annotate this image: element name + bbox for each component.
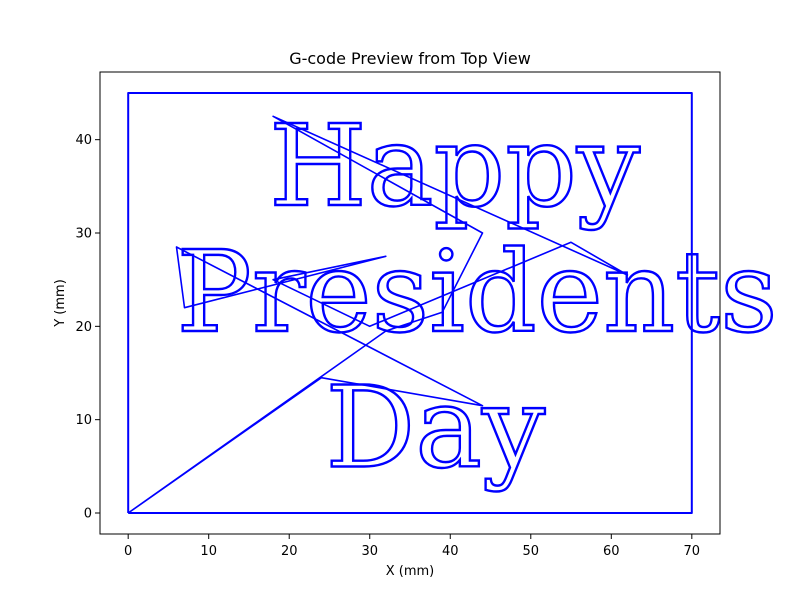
x-tick-label-40: 40: [442, 544, 459, 559]
x-tick-label-10: 10: [200, 544, 217, 559]
y-tick-label-20: 20: [75, 320, 92, 335]
text-path-day: Day: [325, 363, 545, 493]
x-tick-label-50: 50: [523, 544, 540, 559]
y-tick-label-0: 0: [84, 507, 92, 522]
series-border-line: [127, 92, 693, 514]
chart-title: G-code Preview from Top View: [289, 49, 531, 68]
x-tick-label-20: 20: [281, 544, 298, 559]
y-tick-label-30: 30: [75, 227, 92, 242]
axis-ticks: 0 10 20 30 40 50 60 70 0 10 20 30 40: [75, 133, 700, 559]
series-travel-line: [127, 115, 629, 514]
text-path-presidents: Presidents: [176, 228, 777, 358]
text-path-happy: Happy: [269, 102, 640, 232]
x-tick-label-0: 0: [124, 544, 132, 559]
axes-frame: [99, 71, 721, 535]
y-axis-label: Y (mm): [53, 279, 68, 328]
y-tick-label-10: 10: [75, 413, 92, 428]
y-tick-label-40: 40: [75, 133, 92, 148]
x-tick-label-30: 30: [361, 544, 378, 559]
x-axis-label: X (mm): [386, 564, 435, 579]
x-tick-label-70: 70: [684, 544, 701, 559]
x-tick-label-60: 60: [603, 544, 620, 559]
